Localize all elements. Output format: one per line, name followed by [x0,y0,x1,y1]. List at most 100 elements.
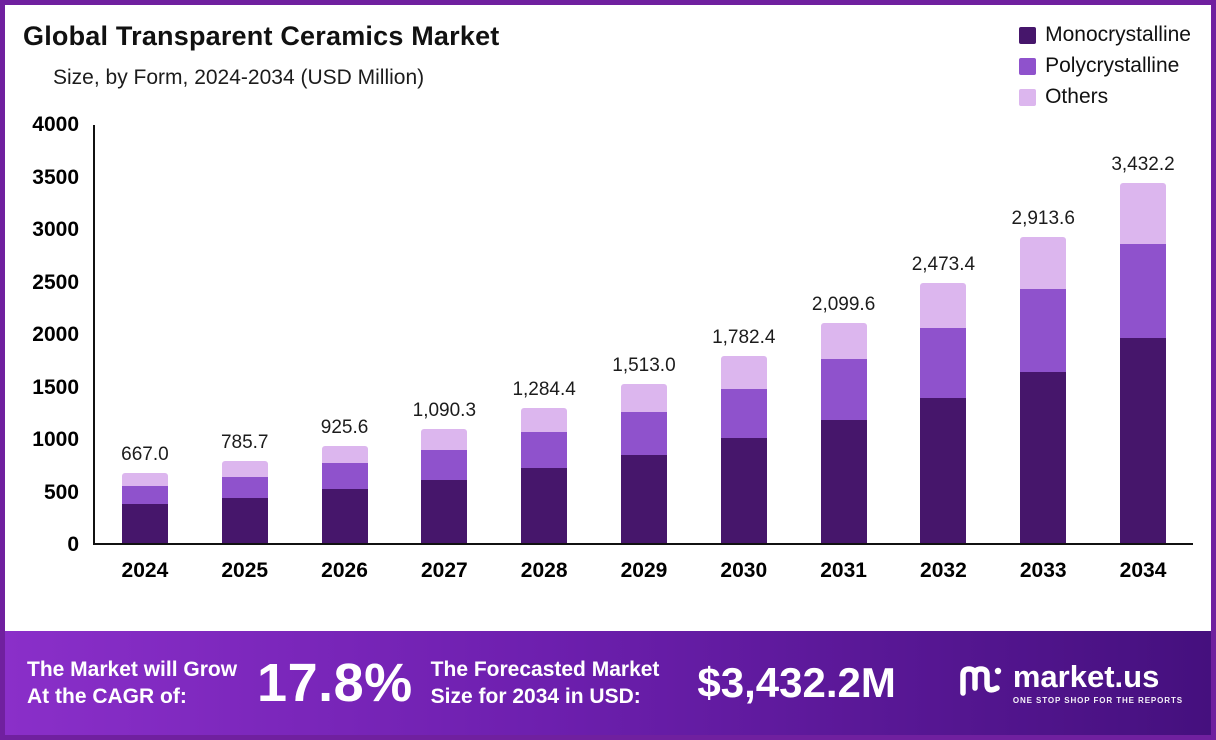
bar-segment-others [1120,182,1167,244]
x-tick-label: 2029 [620,559,668,582]
x-tick-label: 2031 [820,559,867,582]
bar-segment-others [521,408,568,432]
bar-total-label: 1,513.0 [612,355,676,377]
y-tick-label: 0 [67,533,79,556]
bar-total-label: 3,432.2 [1111,153,1175,175]
bar-column-2025: 785.7 [195,125,295,543]
bar-segment-polycrystalline [321,463,368,490]
bar-total-label: 785.7 [220,431,269,453]
bar-column-2031: 2,099.6 [794,125,894,543]
y-tick-label: 1500 [32,375,79,399]
legend-label: Others [1045,85,1109,108]
bar-segment-polycrystalline [121,486,168,505]
legend: Monocrystalline Polycrystalline Others [1019,21,1197,109]
chart-panel: Global Transparent Ceramics Market Size,… [5,5,1211,631]
x-tick-label: 2034 [1119,559,1167,582]
bar-segment-monocrystalline [720,438,767,543]
bar-total-label: 2,099.6 [811,293,876,315]
bar-segment-polycrystalline [421,449,468,480]
brand-text: market.us ONE STOP SHOP FOR THE REPORTS [1013,661,1183,705]
brand-name: market.us [1012,659,1160,694]
bar-segment-others [121,472,168,487]
bar-segment-polycrystalline [920,327,967,399]
cagr-label-line2: At the CAGR of: [27,685,187,708]
bar-column-2026: 925.6 [295,125,395,543]
page-title: Global Transparent Ceramics Market [23,21,500,51]
bar-column-2034: 3,432.2 [1093,125,1193,543]
x-tick-label: 2032 [920,559,967,582]
bar-segment-polycrystalline [620,411,667,455]
stacked-bar [1120,182,1167,543]
bar-segment-others [221,460,268,477]
forecast-value: $3,432.2M [697,659,896,706]
x-tick-label: 2030 [720,559,768,582]
bar-segment-others [620,384,667,412]
stacked-bar [620,384,667,543]
y-tick-label: 2000 [32,323,79,346]
stacked-bar [121,472,168,543]
legend-item-monocrystalline: Monocrystalline [1019,23,1191,47]
brand-tagline: ONE STOP SHOP FOR THE REPORTS [1012,696,1183,705]
bar-segment-monocrystalline [1020,371,1067,543]
bar-segment-monocrystalline [221,497,268,543]
x-tick-label: 2024 [121,559,169,582]
bar-column-2029: 1,513.0 [594,125,694,543]
stacked-bar [321,445,368,543]
legend-swatch-icon [1019,26,1037,44]
legend-item-polycrystalline: Polycrystalline [1019,54,1191,78]
stacked-bar [421,428,468,543]
bar-column-2033: 2,913.6 [993,125,1093,543]
y-tick-label: 2500 [32,270,79,294]
legend-item-others: Others [1019,85,1191,109]
bar-segment-others [920,283,967,328]
market-us-logo-icon [957,662,1003,705]
bar-segment-others [720,355,767,389]
bar-total-label: 925.6 [320,416,369,438]
bar-segment-monocrystalline [321,489,368,543]
stacked-bar [521,408,568,543]
x-tick-label: 2033 [1019,559,1067,582]
cagr-label-line1: The Market will Grow [27,657,238,681]
bar-total-label: 2,913.6 [1011,208,1075,230]
chart-subtitle: Size, by Form, 2024-2034 (USD Million) [53,66,425,89]
bar-segment-polycrystalline [1120,243,1167,339]
bar-segment-others [321,445,368,464]
bar-segment-monocrystalline [121,504,168,543]
forecast-label: The Forecasted Market Size for 2034 in U… [431,656,660,711]
bar-column-2028: 1,284.4 [494,125,594,543]
bar-total-label: 667.0 [121,443,169,465]
stacked-bar [920,283,967,543]
x-tick-label: 2028 [520,559,568,582]
legend-label: Monocrystalline [1045,23,1191,46]
bar-segment-monocrystalline [1120,338,1167,543]
bar-column-2024: 667.0 [95,125,195,543]
bar-segment-monocrystalline [620,454,667,543]
bar-column-2030: 1,782.4 [694,125,794,543]
forecast-label-line2: Size for 2034 in USD: [430,685,641,708]
bar-segment-monocrystalline [421,480,468,543]
y-axis: 0 500 1000 1500 2000 2500 3000 3500 4000 [5,114,93,556]
x-tick-label: 2027 [420,559,468,582]
bar-total-label: 1,782.4 [712,326,776,348]
plot-area: 667.0 785.7 925.6 1,090.3 1,284.4 1,513.0 1,78… [93,125,1193,545]
bar-segment-monocrystalline [920,398,967,543]
chart-header: Global Transparent Ceramics Market Size,… [5,5,1211,109]
x-tick-label: 2025 [221,559,269,582]
stacked-bar [1020,237,1067,543]
stacked-bar [820,322,867,543]
bottom-banner: The Market will Grow At the CAGR of: 17.… [5,631,1211,735]
bar-segment-monocrystalline [521,468,568,543]
title-block: Global Transparent Ceramics Market Size,… [23,21,499,90]
x-axis: 2024 2025 2026 2027 2028 2029 2030 2031 2032 2033… [95,545,1193,583]
bar-segment-others [820,322,867,360]
stacked-bar [720,355,767,543]
bar-segment-polycrystalline [1020,288,1067,372]
bar-segment-polycrystalline [521,431,568,469]
bar-segment-polycrystalline [221,476,268,498]
cagr-label: The Market will Grow At the CAGR of: [27,656,237,711]
bar-total-label: 1,090.3 [412,399,477,421]
bar-segment-others [421,428,468,450]
y-tick-label: 3500 [32,165,79,189]
y-tick-label: 3000 [32,218,79,241]
